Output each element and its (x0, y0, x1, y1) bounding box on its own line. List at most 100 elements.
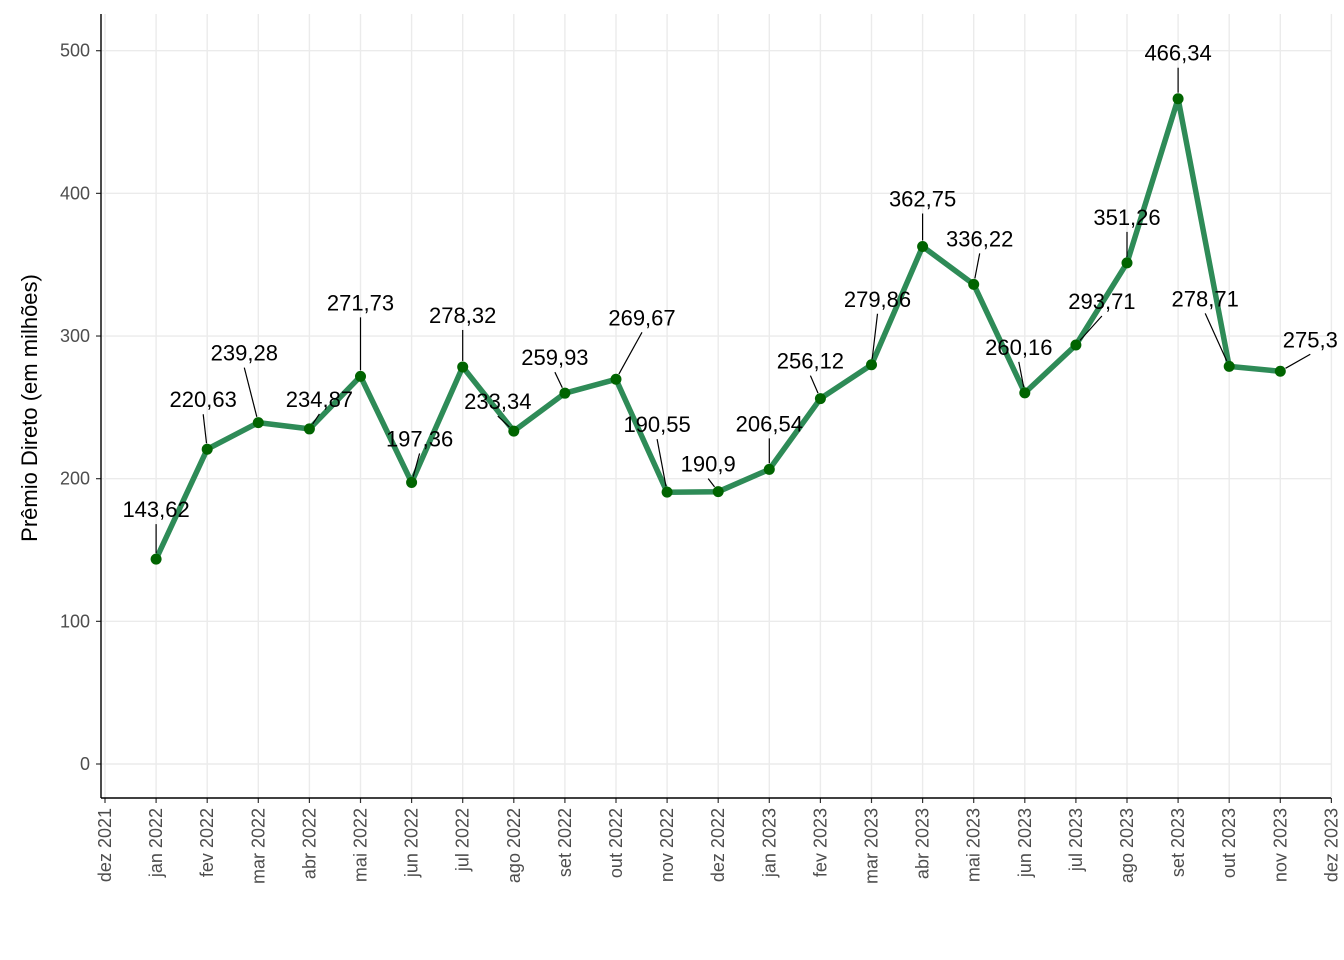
data-label: 279,86 (844, 287, 911, 312)
x-tick-label: fev 2022 (197, 808, 217, 877)
data-label: 278,71 (1172, 286, 1239, 311)
series-layer (150, 93, 1286, 565)
data-label: 351,26 (1093, 205, 1160, 230)
label-leader-line (809, 375, 819, 394)
data-point (712, 486, 724, 498)
data-point (661, 486, 673, 498)
y-tick-label: 100 (60, 611, 90, 631)
data-label: 190,9 (681, 452, 736, 477)
y-axis-title: Prêmio Direto (em milhões) (17, 274, 42, 542)
data-label: 197,36 (386, 426, 453, 451)
label-leader-line (871, 313, 879, 359)
data-label: 271,73 (327, 290, 394, 315)
x-tick-label: mai 2022 (351, 808, 371, 882)
data-label: 234,87 (286, 387, 353, 412)
x-tick-label: abr 2023 (913, 808, 933, 879)
data-point (559, 387, 571, 399)
x-tick-label: nov 2022 (657, 808, 677, 882)
data-label: 233,34 (464, 389, 531, 414)
x-tick-label: fev 2023 (810, 808, 830, 877)
y-tick-label: 300 (60, 326, 90, 346)
label-leader-line (554, 371, 563, 389)
data-label: 143,62 (122, 497, 189, 522)
data-point (1274, 365, 1286, 377)
data-label: 278,32 (429, 303, 496, 328)
grid-layer (101, 14, 1333, 798)
data-point (1223, 360, 1235, 372)
label-leader-line (243, 367, 258, 417)
x-tick-label: dez 2022 (708, 808, 728, 882)
x-tick-label: jun 2022 (402, 808, 422, 878)
data-point (917, 241, 929, 253)
data-point (406, 476, 418, 488)
x-tick-label: mar 2022 (248, 808, 268, 884)
x-tick-label: dez 2021 (95, 808, 115, 882)
x-tick-label: jan 2022 (146, 808, 166, 878)
label-leader-line (1079, 315, 1103, 341)
data-label-layer: 143,62 220,63 239,28 234,87 271,73 197,36 278,… (122, 41, 1338, 554)
data-label: 256,12 (777, 349, 844, 374)
label-leader-line (656, 439, 667, 487)
label-leader-line (974, 253, 981, 279)
x-tick-label: jun 2023 (1015, 808, 1035, 878)
y-tick-label: 200 (60, 469, 90, 489)
x-tick-label: set 2022 (555, 808, 575, 877)
x-tick-label: set 2023 (1168, 808, 1188, 877)
data-point (866, 359, 877, 371)
data-label: 239,28 (211, 341, 278, 366)
label-leader-line (707, 478, 716, 488)
label-leader-line (618, 331, 643, 375)
data-point (457, 361, 469, 373)
x-tick-label: abr 2022 (299, 808, 319, 879)
x-tick-label: dez 2023 (1321, 808, 1341, 882)
label-leader-line (312, 413, 320, 425)
x-tick-label: mar 2023 (862, 808, 882, 884)
data-label: 259,93 (521, 345, 588, 370)
x-tick-label: jul 2022 (453, 808, 473, 872)
data-point (1172, 93, 1184, 105)
label-leader-line (497, 415, 510, 428)
data-label: 269,67 (608, 305, 675, 330)
data-point (508, 425, 520, 437)
x-tick-label: out 2023 (1219, 808, 1239, 878)
y-tick-label: 500 (60, 41, 90, 61)
x-tick-label: jul 2023 (1066, 808, 1086, 872)
data-point (814, 393, 826, 405)
x-tick-label: jan 2023 (759, 808, 779, 878)
data-label: 293,71 (1068, 289, 1135, 314)
label-leader-line (202, 414, 208, 444)
y-tick-label: 0 (80, 754, 90, 774)
label-leader-line (1285, 353, 1311, 369)
data-point (1019, 387, 1031, 399)
data-point (1070, 339, 1082, 351)
data-point (763, 463, 775, 475)
data-label: 336,22 (946, 226, 1013, 251)
axis-layer: 0 100 200 300 400 500 dez 2021 jan 2022 fev 2022… (60, 14, 1341, 884)
label-leader-line (1204, 313, 1228, 362)
x-tick-label: ago 2023 (1117, 808, 1137, 883)
data-point (201, 443, 213, 455)
x-tick-label: out 2022 (606, 808, 626, 878)
label-leader-line (1018, 361, 1025, 388)
data-point (1121, 257, 1133, 269)
x-tick-label: ago 2022 (504, 808, 524, 883)
data-label: 260,16 (985, 335, 1052, 360)
x-tick-label: nov 2023 (1270, 808, 1290, 882)
data-point (355, 370, 366, 382)
data-label: 206,54 (736, 411, 803, 436)
data-label: 275,3 (1283, 327, 1338, 352)
label-leader-line (412, 453, 421, 477)
data-point (610, 373, 622, 385)
data-point (968, 278, 980, 290)
data-label: 220,63 (170, 387, 237, 412)
data-point (150, 553, 162, 565)
data-label: 190,55 (623, 412, 690, 437)
y-tick-label: 400 (60, 183, 90, 203)
data-point (252, 417, 264, 429)
data-label: 362,75 (889, 187, 956, 212)
x-tick-label: mai 2023 (964, 808, 984, 882)
data-label: 466,34 (1144, 41, 1211, 66)
data-point (303, 423, 315, 435)
